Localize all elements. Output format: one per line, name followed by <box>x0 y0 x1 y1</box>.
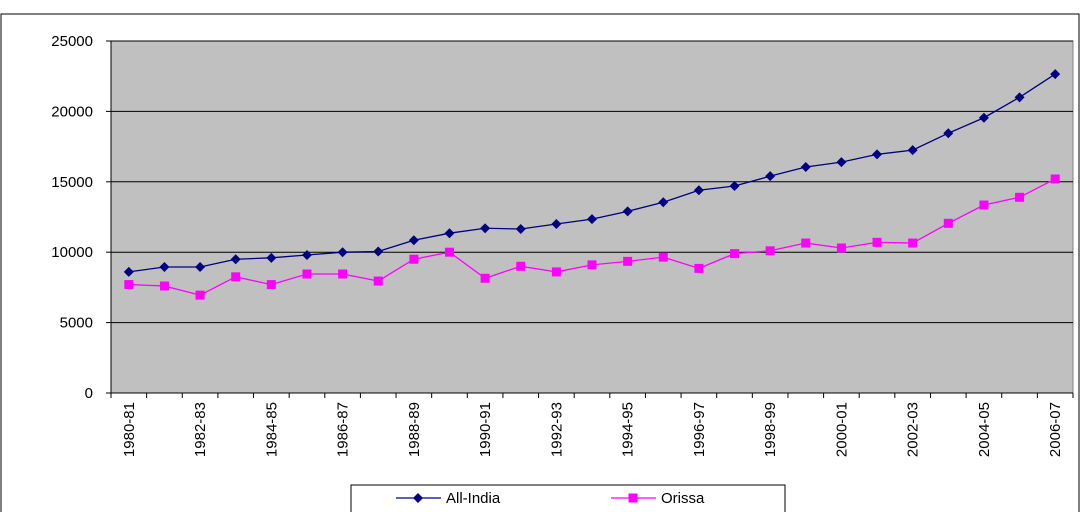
marker <box>302 269 312 279</box>
marker <box>943 128 954 139</box>
marker <box>872 237 882 247</box>
marker <box>872 149 883 160</box>
x-tick-label: 1998-99 <box>762 402 779 457</box>
x-tick-label: 2006-07 <box>1047 402 1064 457</box>
y-tick-label: 0 <box>85 385 93 402</box>
marker <box>231 272 241 282</box>
legend-label: All-India <box>446 490 501 507</box>
marker <box>480 273 490 283</box>
marker <box>1014 92 1025 103</box>
marker <box>587 214 597 225</box>
marker <box>408 235 419 246</box>
marker <box>266 252 277 263</box>
x-tick-label: 1992-93 <box>548 402 565 457</box>
marker <box>195 261 206 272</box>
marker <box>444 247 454 257</box>
marker <box>836 243 846 253</box>
marker <box>1050 69 1061 80</box>
marker <box>658 197 669 208</box>
marker <box>159 261 170 272</box>
marker <box>800 162 811 173</box>
y-tick-label: 20000 <box>51 103 93 120</box>
marker <box>515 223 526 234</box>
marker <box>729 181 740 192</box>
marker <box>978 112 989 123</box>
marker <box>480 223 491 234</box>
x-tick-label: 1984-85 <box>263 402 280 457</box>
x-tick-label: 2002-03 <box>905 402 922 457</box>
x-tick-label: 1982-83 <box>192 402 209 457</box>
x-tick-label: 1988-89 <box>406 402 423 457</box>
marker <box>516 261 526 271</box>
marker <box>413 493 423 503</box>
marker <box>623 256 633 266</box>
marker <box>195 290 205 300</box>
y-tick-label: 5000 <box>60 315 93 332</box>
x-tick-label: 1996-97 <box>691 402 708 457</box>
marker <box>836 157 847 168</box>
x-tick-label: 1994-95 <box>620 402 637 457</box>
marker <box>266 280 276 290</box>
x-tick-label: 1990-91 <box>477 402 494 457</box>
marker <box>338 269 348 279</box>
marker <box>658 252 668 262</box>
marker <box>373 246 384 257</box>
marker <box>907 145 918 156</box>
legend-label: Orissa <box>661 490 705 507</box>
x-tick-label: 2004-05 <box>976 402 993 457</box>
marker <box>730 249 740 259</box>
marker <box>693 185 704 196</box>
marker <box>301 250 312 261</box>
marker <box>230 254 241 265</box>
marker <box>801 238 811 248</box>
y-tick-label: 10000 <box>51 244 93 261</box>
marker <box>694 263 704 273</box>
marker <box>373 276 383 286</box>
marker <box>1050 174 1060 184</box>
x-tick-label: 2000-01 <box>833 402 850 457</box>
marker <box>908 238 918 248</box>
marker <box>551 267 561 277</box>
marker <box>587 260 597 270</box>
marker <box>765 171 776 182</box>
marker <box>622 206 633 217</box>
marker <box>765 246 775 256</box>
marker <box>1015 192 1025 202</box>
marker <box>124 280 134 290</box>
marker <box>628 493 638 503</box>
marker <box>979 200 989 210</box>
marker <box>159 281 169 291</box>
marker <box>409 254 419 264</box>
x-tick-label: 1986-87 <box>335 402 352 457</box>
marker <box>123 266 134 277</box>
y-tick-label: 25000 <box>51 33 93 50</box>
marker <box>444 228 455 239</box>
marker <box>551 219 562 230</box>
y-tick-label: 15000 <box>51 174 93 191</box>
marker <box>943 218 953 228</box>
marker <box>337 247 348 258</box>
x-tick-label: 1980-81 <box>121 402 138 457</box>
